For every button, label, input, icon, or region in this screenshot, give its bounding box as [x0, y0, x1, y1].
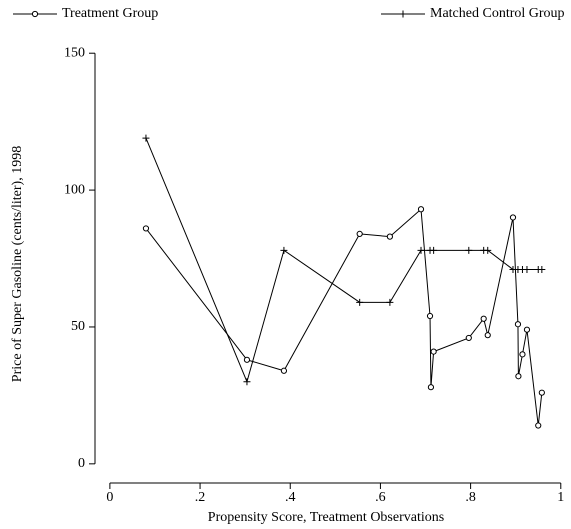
legend-label: Treatment Group — [62, 6, 158, 21]
legend-marker — [399, 10, 407, 18]
point — [535, 422, 542, 429]
x-tick-label: 0 — [106, 490, 113, 505]
point — [426, 312, 434, 320]
point — [386, 298, 394, 306]
y-tick-label: 0 — [78, 456, 85, 471]
point — [142, 134, 150, 142]
y-axis-label: Price of Super Gasoline (cents/liter), 1… — [10, 146, 25, 382]
point — [523, 265, 531, 273]
x-tick-label: .8 — [465, 490, 476, 505]
point — [519, 351, 526, 358]
y-tick-label: 50 — [71, 319, 85, 334]
point — [465, 334, 472, 342]
point — [430, 348, 437, 355]
point — [356, 298, 364, 306]
point — [243, 378, 251, 386]
point — [523, 326, 531, 333]
point — [538, 389, 545, 396]
point — [509, 214, 517, 221]
point — [417, 206, 425, 213]
point — [430, 246, 438, 254]
x-tick-label: .4 — [285, 490, 296, 505]
point — [243, 356, 251, 363]
point — [280, 367, 288, 374]
point — [484, 332, 491, 339]
x-tick-label: 1 — [557, 490, 564, 505]
point — [480, 315, 487, 322]
point — [484, 246, 492, 254]
point — [142, 225, 150, 232]
x-tick-label: .2 — [195, 490, 206, 505]
point — [356, 230, 363, 237]
y-tick-label: 150 — [64, 45, 85, 60]
point — [515, 373, 522, 380]
point — [538, 265, 546, 273]
point — [465, 246, 473, 254]
y-tick-label: 100 — [64, 182, 85, 197]
point — [417, 246, 425, 254]
series-line — [145, 137, 542, 384]
point — [427, 384, 435, 391]
point — [514, 321, 522, 328]
x-tick-label: .6 — [375, 490, 386, 505]
legend-label: Matched Control Group — [430, 6, 565, 21]
point — [386, 233, 393, 240]
point — [280, 246, 288, 254]
legend-marker — [31, 10, 39, 18]
x-axis-label: Propensity Score, Treatment Observations — [208, 510, 444, 525]
